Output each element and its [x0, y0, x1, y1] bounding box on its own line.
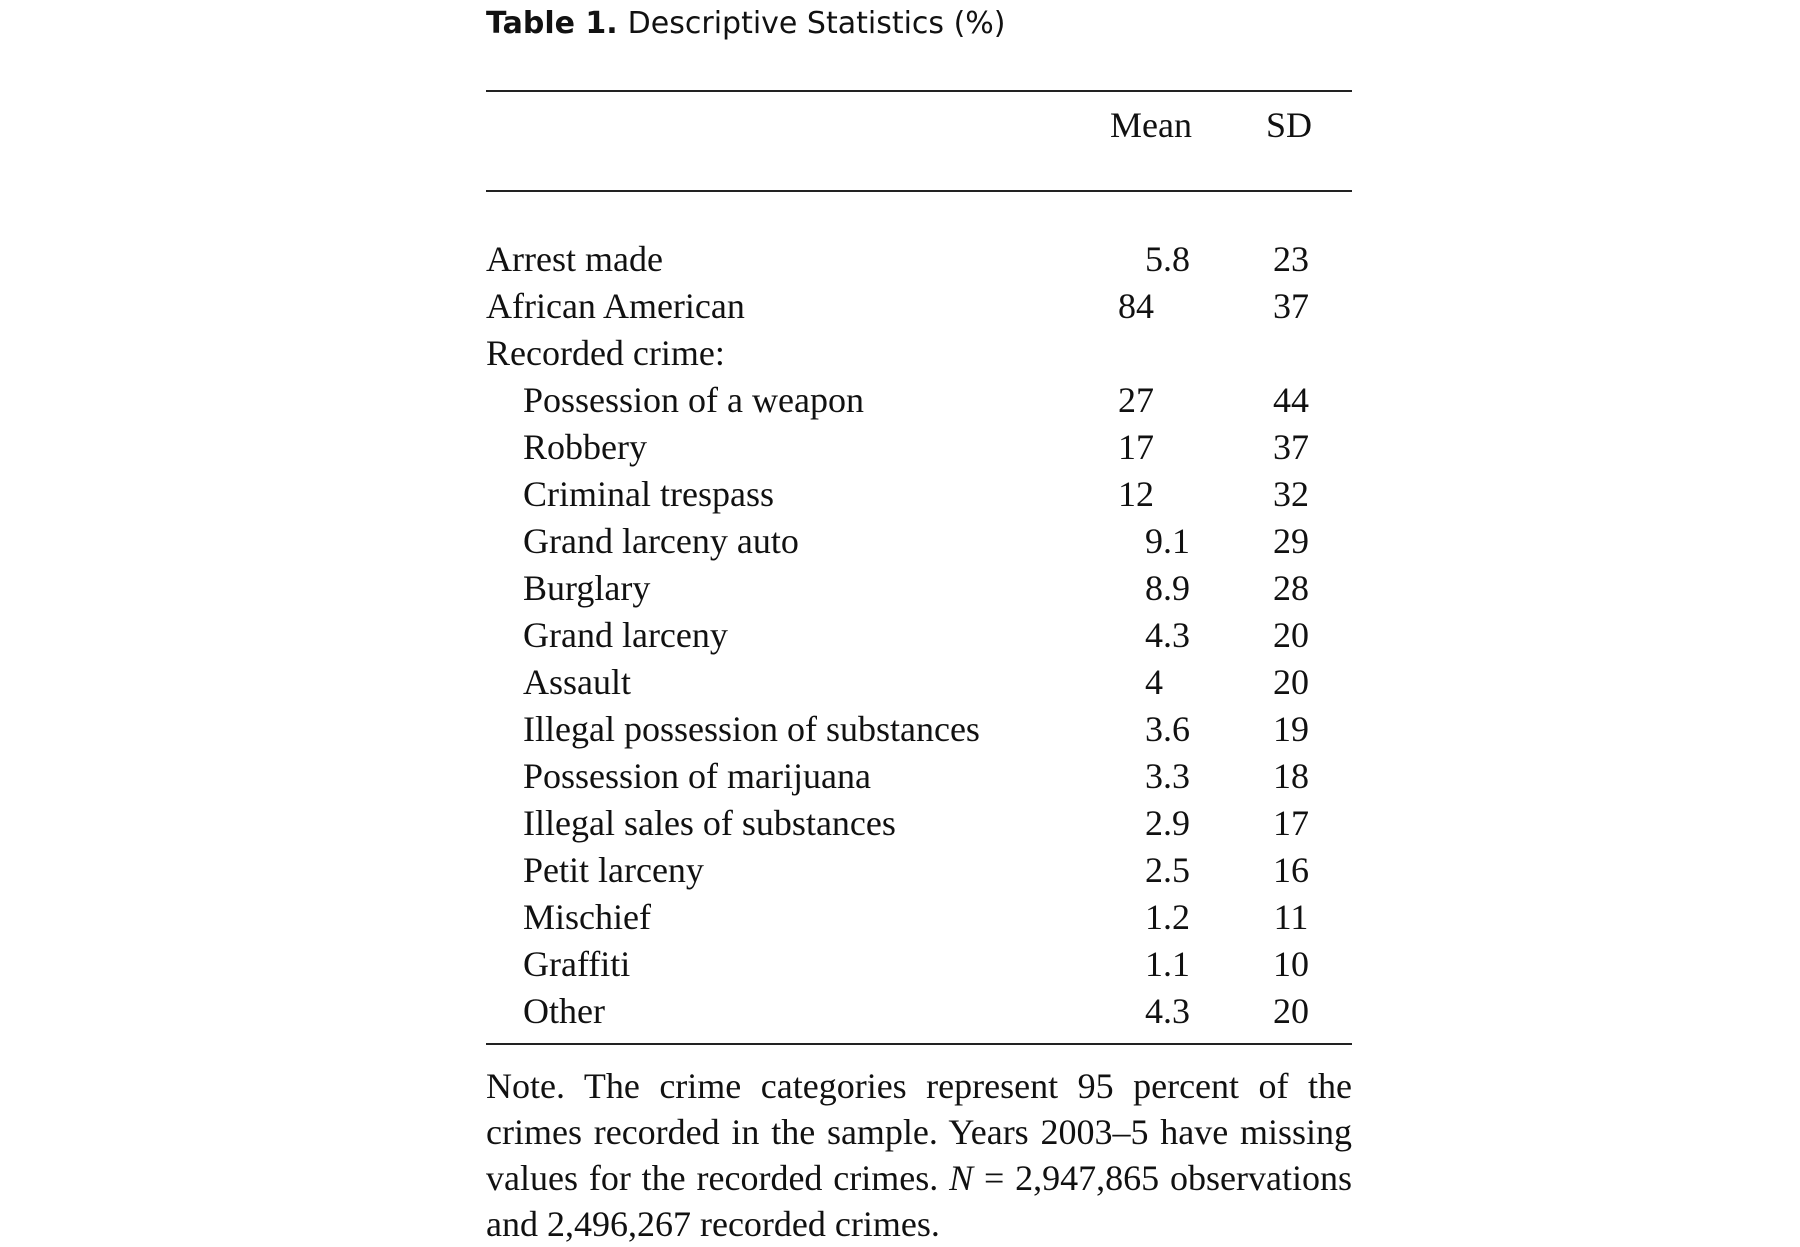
sd-value: 32: [1273, 474, 1309, 514]
row-label: Assault: [523, 662, 631, 702]
table-row: Other 4.3 20: [486, 988, 1352, 1035]
row-label: Illegal sales of substances: [523, 803, 896, 843]
header-rule-row: [486, 158, 1352, 224]
table-row: Arrest made 5.8 23: [486, 224, 1352, 283]
mean-value: 17: [1118, 427, 1154, 467]
sd-value: 37: [1273, 286, 1309, 326]
mean-value: 5.8: [1145, 239, 1190, 279]
sd-value: 37: [1273, 427, 1309, 467]
header-sd: SD: [1265, 105, 1313, 145]
table-caption: Table 1. Descriptive Statistics (%): [486, 0, 1352, 46]
row-label: Possession of marijuana: [523, 756, 871, 796]
table-row: Assault 4 20: [486, 659, 1352, 706]
sd-value: 20: [1273, 991, 1309, 1031]
table-row: Possession of marijuana 3.3 18: [486, 753, 1352, 800]
sd-value: 19: [1273, 709, 1309, 749]
mean-value: 3.3: [1145, 756, 1190, 796]
table-row-section-header: Recorded crime:: [486, 330, 1352, 377]
mean-value: 4: [1145, 662, 1163, 702]
mean-value: 1.1: [1145, 944, 1190, 984]
header-rule: [486, 190, 1352, 192]
sd-value: 11: [1273, 897, 1309, 937]
sd-value: 23: [1273, 239, 1309, 279]
table-row: Illegal sales of substances 2.9 17: [486, 800, 1352, 847]
sd-value: 17: [1273, 803, 1309, 843]
mean-value: 2.5: [1145, 850, 1190, 890]
sd-value: [1226, 330, 1352, 377]
section-label: Recorded crime:: [486, 333, 725, 373]
row-label: Arrest made: [486, 239, 663, 279]
statistics-table: Mean SD Arrest made 5.8 23 African Ameri…: [486, 92, 1352, 1035]
sd-value: 20: [1273, 662, 1309, 702]
table-row: Petit larceny 2.5 16: [486, 847, 1352, 894]
row-label: Petit larceny: [523, 850, 704, 890]
header-mean: Mean: [1110, 105, 1192, 145]
table-title: Descriptive Statistics (%): [627, 6, 1006, 41]
row-label: African American: [486, 286, 745, 326]
bottom-rule: [486, 1043, 1352, 1045]
sd-value: 44: [1273, 380, 1309, 420]
table-row: Graffiti 1.1 10: [486, 941, 1352, 988]
row-label: Graffiti: [523, 944, 631, 984]
descriptive-statistics-table-block: Table 1. Descriptive Statistics (%) Mean …: [486, 0, 1352, 1247]
table-row: Burglary 8.9 28: [486, 565, 1352, 612]
sd-value: 18: [1273, 756, 1309, 796]
sd-value: 20: [1273, 615, 1309, 655]
mean-value: 3.6: [1145, 709, 1190, 749]
note-n-symbol: N: [949, 1158, 974, 1198]
sd-value: 10: [1273, 944, 1309, 984]
mean-value: 2.9: [1145, 803, 1190, 843]
sd-value: 29: [1273, 521, 1309, 561]
mean-value: 27: [1118, 380, 1154, 420]
table-note: Note. The crime categories represent 95 …: [486, 1063, 1352, 1247]
header-row: Mean SD: [486, 92, 1352, 158]
mean-value: 12: [1118, 474, 1154, 514]
table-number: Table 1.: [486, 6, 618, 41]
note-text-a: The crime categories represent 95 percen…: [486, 1066, 1352, 1198]
mean-value: 1.2: [1145, 897, 1190, 937]
table-row: Criminal trespass 12 32: [486, 471, 1352, 518]
sd-value: 16: [1273, 850, 1309, 890]
table-row: Grand larceny 4.3 20: [486, 612, 1352, 659]
mean-value: 8.9: [1145, 568, 1190, 608]
row-label: Grand larceny: [523, 615, 728, 655]
row-label: Illegal possession of substances: [523, 709, 980, 749]
row-label: Other: [523, 991, 605, 1031]
row-label: Burglary: [523, 568, 651, 608]
row-label: Grand larceny auto: [523, 521, 799, 561]
mean-value: 84: [1118, 286, 1154, 326]
mean-value: 4.3: [1145, 615, 1190, 655]
mean-value: 4.3: [1145, 991, 1190, 1031]
row-label: Robbery: [523, 427, 647, 467]
table-row: Grand larceny auto 9.1 29: [486, 518, 1352, 565]
mean-value: [1076, 330, 1226, 377]
mean-value: 9.1: [1145, 521, 1190, 561]
top-rule: [486, 90, 1352, 92]
table-row: Illegal possession of substances 3.6 19: [486, 706, 1352, 753]
table-row: African American 84 37: [486, 283, 1352, 330]
table-row: Possession of a weapon 27 44: [486, 377, 1352, 424]
table-row: Mischief 1.2 11: [486, 894, 1352, 941]
row-label: Mischief: [523, 897, 651, 937]
row-label: Criminal trespass: [523, 474, 774, 514]
row-label: Possession of a weapon: [523, 380, 864, 420]
table-row: Robbery 17 37: [486, 424, 1352, 471]
header-label: [486, 92, 1076, 158]
sd-value: 28: [1273, 568, 1309, 608]
note-lead: Note.: [486, 1066, 565, 1106]
